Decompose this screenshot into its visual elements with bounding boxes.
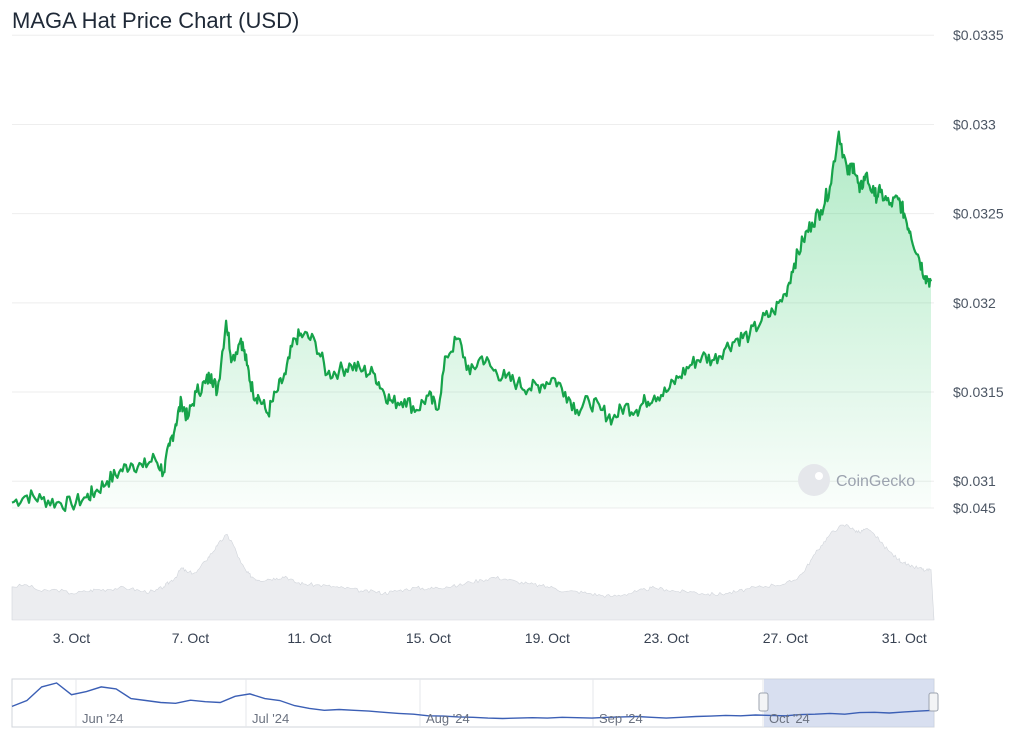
navigator-label: Aug '24 — [426, 711, 470, 726]
y-tick-label: $0.033 — [953, 116, 996, 132]
y-tick-label: $0.031 — [953, 473, 996, 489]
y-tick-label: $0.0335 — [953, 27, 1004, 43]
y-axis-labels: $0.0335 $0.033 $0.0325 $0.032 $0.0315 $0.031 $… — [953, 27, 1004, 516]
x-axis-labels: 3. Oct 7. Oct 11. Oct 15. Oct 19. Oct 23. Oct… — [53, 630, 927, 646]
navigator[interactable]: Jun '24 Jul '24 Aug '24 Sep '24 Oct '24 — [11, 678, 939, 728]
volume-axis-label: $0.045 — [953, 500, 996, 516]
navigator-labels: Jun '24 Jul '24 Aug '24 Sep '24 Oct '24 — [82, 711, 810, 726]
navigator-line — [11, 682, 935, 720]
price-line[interactable] — [11, 130, 933, 512]
navigator-label: Jun '24 — [82, 711, 124, 726]
chart-title: MAGA Hat Price Chart (USD) — [12, 8, 300, 33]
y-tick-label: $0.0325 — [953, 206, 1004, 222]
gecko-logo-icon — [798, 464, 830, 496]
x-tick-label: 15. Oct — [406, 630, 451, 646]
price-area-fill — [12, 131, 931, 511]
navigator-separators — [75, 679, 764, 727]
volume-area — [11, 524, 935, 621]
volume-series — [11, 524, 935, 621]
x-tick-label: 23. Oct — [644, 630, 689, 646]
x-tick-label: 11. Oct — [287, 630, 331, 646]
x-tick-label: 7. Oct — [172, 630, 209, 646]
navigator-right-handle[interactable] — [928, 692, 939, 712]
y-tick-label: $0.0315 — [953, 384, 1004, 400]
x-tick-label: 27. Oct — [763, 630, 808, 646]
gecko-eye-icon — [815, 472, 823, 480]
navigator-left-handle[interactable] — [758, 692, 769, 712]
navigator-window[interactable] — [764, 679, 934, 727]
navigator-label: Oct '24 — [769, 711, 810, 726]
x-tick-label: 31. Oct — [882, 630, 927, 646]
navigator-label: Sep '24 — [599, 711, 643, 726]
y-tick-label: $0.032 — [953, 295, 996, 311]
navigator-label: Jul '24 — [252, 711, 289, 726]
x-tick-label: 19. Oct — [525, 630, 570, 646]
x-tick-label: 3. Oct — [53, 630, 90, 646]
coingecko-watermark: CoinGecko — [798, 464, 915, 496]
watermark-text: CoinGecko — [836, 473, 915, 490]
